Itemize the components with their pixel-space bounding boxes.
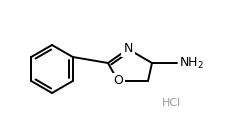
Text: NH$_2$: NH$_2$ (179, 55, 204, 71)
Text: HCl: HCl (162, 98, 181, 108)
Text: O: O (113, 75, 123, 88)
Text: N: N (123, 42, 133, 56)
